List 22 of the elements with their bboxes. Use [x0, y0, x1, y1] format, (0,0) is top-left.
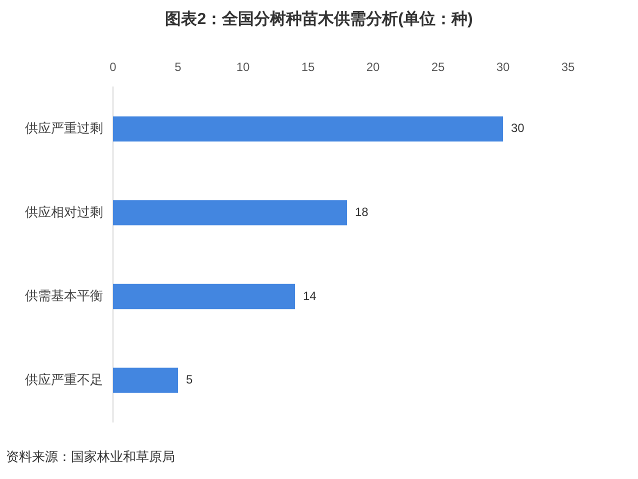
- y-tick-label: 供需基本平衡: [25, 288, 103, 304]
- y-tick-label: 供应严重不足: [25, 372, 103, 387]
- bar: [113, 116, 503, 142]
- y-tick-label: 供应严重过剩: [25, 120, 103, 136]
- bar: [113, 368, 178, 393]
- data-label: 18: [355, 205, 369, 220]
- x-tick-label: 15: [301, 60, 315, 74]
- bar: [113, 200, 347, 226]
- data-label: 5: [186, 372, 193, 387]
- y-tick-label: 供应相对过剩: [25, 204, 103, 220]
- bar: [113, 284, 295, 310]
- x-tick-label: 30: [496, 60, 510, 74]
- text: 资料来源：国家林业和草原局: [6, 448, 175, 466]
- x-tick-label: 20: [366, 60, 380, 74]
- x-tick-label: 35: [561, 60, 575, 74]
- data-label: 14: [303, 288, 317, 303]
- x-tick-label: 0: [110, 60, 117, 74]
- x-tick-label: 10: [236, 60, 250, 74]
- chart-title: 图表2：全国分树种苗木供需分析(单位：种): [164, 10, 474, 30]
- x-tick-label: 25: [431, 60, 445, 74]
- x-tick-label: 5: [174, 60, 182, 74]
- data-label: 30: [511, 121, 525, 136]
